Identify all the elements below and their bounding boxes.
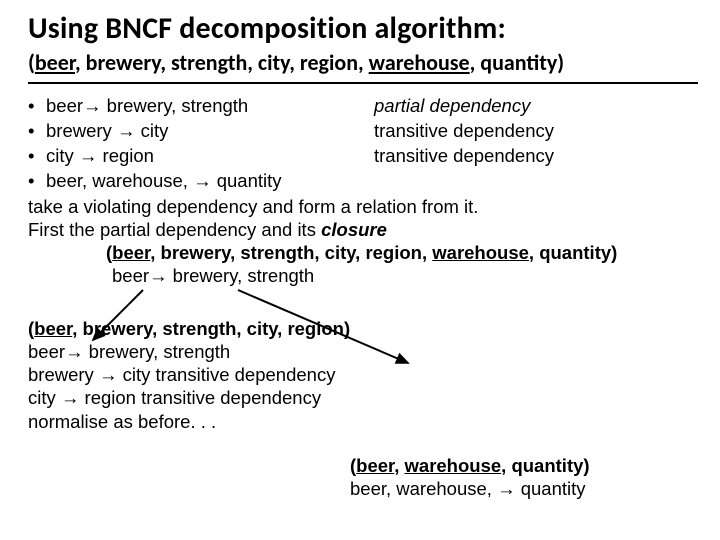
dependency-row: •city → regiontransitive dependency <box>28 144 698 167</box>
title-rule <box>28 82 698 84</box>
dep-left: brewery → city <box>46 119 374 142</box>
dep-right: transitive dependency <box>374 119 698 142</box>
lower-right-relation: (beer, warehouse, quantity) <box>350 454 590 477</box>
dep-right: transitive dependency <box>374 144 698 167</box>
closure-dep: beer→ brewery, strength <box>28 264 698 287</box>
closure-relation: (beer, brewery, strength, city, region, … <box>28 241 698 264</box>
text-line: First the partial dependency and its clo… <box>28 218 698 241</box>
bullet-icon: • <box>28 119 46 142</box>
lower-right-line: beer, warehouse, → quantity <box>350 477 590 500</box>
dependency-row: •brewery → citytransitive dependency <box>28 119 698 142</box>
dep-left: beer→ brewery, strength <box>46 94 374 117</box>
dep-left: beer, warehouse, → quantity <box>46 169 374 192</box>
dep-right <box>374 169 698 192</box>
lower-left-line: brewery → city transitive dependency <box>28 363 698 386</box>
bullet-icon: • <box>28 94 46 117</box>
slide-subtitle: (beer, brewery, strength, city, region, … <box>28 49 698 76</box>
bullet-icon: • <box>28 144 46 167</box>
lower-left-line: beer→ brewery, strength <box>28 340 698 363</box>
lower-left-relation: (beer, brewery, strength, city, region) <box>28 317 698 340</box>
text-line: take a violating dependency and form a r… <box>28 195 698 218</box>
dependency-row: •beer→ brewery, strengthpartial dependen… <box>28 94 698 117</box>
lower-left-line: city → region transitive dependency <box>28 386 698 409</box>
dep-right: partial dependency <box>374 94 698 117</box>
slide-title: Using BNCF decomposition algorithm: <box>28 10 698 47</box>
lower-left-line: normalise as before. . . <box>28 410 698 433</box>
dep-left: city → region <box>46 144 374 167</box>
dependency-row: •beer, warehouse, → quantity <box>28 169 698 192</box>
bullet-icon: • <box>28 169 46 192</box>
